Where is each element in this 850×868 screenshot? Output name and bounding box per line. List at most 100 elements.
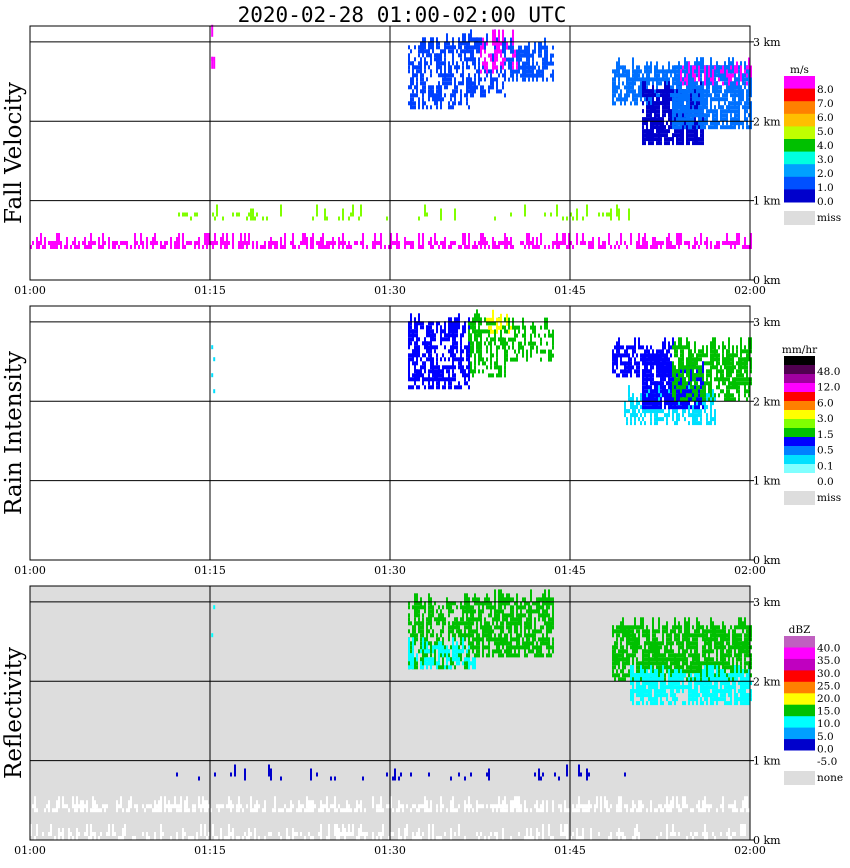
data-cell [648, 353, 650, 358]
data-cell [718, 65, 720, 78]
data-cell [710, 413, 712, 426]
data-cell [550, 653, 552, 658]
data-cell [470, 49, 472, 62]
data-cell [570, 241, 572, 245]
data-cell [472, 61, 474, 66]
y-tick-label: 1 km [753, 475, 781, 488]
data-cell [650, 413, 652, 418]
data-cell [706, 657, 708, 662]
data-cell [468, 49, 470, 54]
data-cell [540, 613, 542, 618]
data-cell [696, 657, 698, 662]
data-cell [484, 77, 486, 82]
data-cell [730, 77, 732, 90]
data-cell [694, 93, 696, 106]
data-cell [512, 245, 514, 249]
data-cell [682, 361, 684, 366]
data-cell [546, 53, 548, 66]
data-cell [704, 397, 706, 402]
data-cell [476, 49, 478, 54]
data-cell [630, 633, 632, 638]
data-cell [688, 693, 690, 698]
data-cell [468, 73, 470, 78]
data-cell [694, 357, 696, 370]
data-cell [524, 61, 526, 66]
data-cell [458, 65, 460, 70]
data-cell [294, 245, 296, 249]
data-cell [554, 241, 556, 245]
data-cell [714, 109, 716, 114]
data-cell [740, 65, 742, 70]
data-cell [504, 69, 506, 74]
data-cell [690, 633, 692, 638]
data-cell [668, 93, 670, 98]
data-cell [512, 645, 514, 650]
data-cell [688, 389, 690, 394]
data-cell [680, 629, 682, 634]
data-cell [304, 233, 306, 245]
data-cell [680, 373, 682, 378]
data-cell [704, 677, 706, 682]
data-cell [620, 101, 622, 106]
data-cell [654, 669, 656, 682]
data-cell [720, 681, 722, 694]
data-cell [736, 637, 738, 642]
data-cell [616, 353, 618, 366]
data-cell [644, 357, 646, 370]
data-cell [164, 241, 166, 245]
data-cell [702, 625, 704, 630]
data-cell [630, 357, 632, 362]
data-cell [712, 113, 714, 118]
data-cell [434, 653, 436, 666]
data-cell [476, 337, 478, 350]
data-cell [450, 245, 452, 249]
data-cell [688, 349, 690, 362]
data-cell [666, 109, 668, 114]
data-cell [476, 349, 478, 354]
data-cell [746, 109, 748, 114]
data-cell [398, 245, 400, 249]
data-cell [450, 93, 452, 98]
data-cell [734, 241, 736, 245]
data-cell [452, 49, 454, 54]
data-cell [544, 637, 546, 642]
data-cell [426, 61, 428, 66]
data-cell [728, 389, 730, 402]
data-cell [450, 381, 452, 386]
data-cell [666, 393, 668, 398]
data-cell [150, 241, 152, 245]
data-cell [664, 369, 666, 374]
data-cell [632, 69, 634, 74]
data-cell [658, 101, 660, 106]
data-cell [662, 673, 664, 686]
data-cell [660, 665, 662, 670]
data-cell [236, 212, 238, 217]
data-cell [526, 633, 528, 638]
data-cell [416, 385, 418, 390]
data-cell [542, 73, 544, 78]
data-cell [534, 621, 536, 626]
data-cell [442, 245, 444, 249]
data-cell [736, 625, 738, 630]
data-cell [736, 89, 738, 94]
data-cell [440, 609, 442, 622]
data-cell [211, 56, 214, 61]
data-cell [710, 685, 712, 690]
data-cell [506, 353, 508, 358]
data-cell [474, 325, 476, 330]
data-cell [638, 633, 640, 638]
data-cell [690, 681, 692, 694]
data-cell [726, 125, 728, 130]
data-cell [722, 625, 724, 630]
data-cell [698, 65, 700, 78]
data-cell [550, 601, 552, 606]
data-cell [674, 125, 676, 130]
data-cell [652, 97, 654, 102]
colorbar-swatch [784, 189, 815, 203]
data-cell [512, 29, 514, 42]
data-cell [650, 93, 652, 106]
data-cell [636, 677, 638, 682]
data-cell [624, 405, 626, 410]
data-cell [500, 621, 502, 626]
data-cell [542, 45, 544, 50]
